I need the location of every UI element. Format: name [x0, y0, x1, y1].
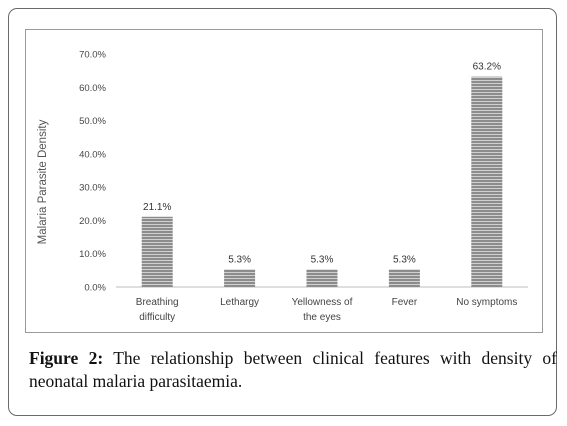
y-tick-label: 70.0%	[79, 50, 106, 61]
category-label: Fever	[392, 297, 418, 308]
category-label: the eyes	[303, 312, 341, 323]
y-axis-label: Malaria Parasite Density	[37, 119, 49, 244]
data-label: 5.3%	[393, 254, 416, 265]
bar	[471, 76, 503, 288]
y-tick-label: 60.0%	[79, 83, 106, 94]
y-tick-label: 40.0%	[79, 149, 106, 160]
chart-container: 0.0% 10.0% 20.0% 30.0% 40.0% 50.0% 60.0% 70.0% …	[25, 29, 543, 333]
y-tick-label: 20.0%	[79, 216, 106, 227]
data-label: 5.3%	[311, 254, 334, 265]
bar	[306, 269, 338, 287]
category-label: No symptoms	[456, 297, 517, 308]
bar	[388, 269, 420, 287]
category-labels-group: Breathing difficulty Lethargy Yellowness of…	[136, 297, 518, 323]
data-label: 63.2%	[473, 62, 501, 73]
bars-group	[141, 76, 503, 288]
y-axis-ticks: 0.0% 10.0% 20.0% 30.0% 40.0% 50.0% 60.0% 70.0%	[79, 50, 106, 294]
y-tick-label: 0.0%	[84, 283, 106, 294]
bar-chart: 0.0%10.0%20.0%30.0%40.0%50.0%60.0%70.0% …	[37, 50, 528, 323]
figure-frame: 0.0% 10.0% 20.0% 30.0% 40.0% 50.0% 60.0% 70.0% …	[8, 8, 557, 416]
figure-caption: Figure 2: The relationship between clini…	[29, 347, 557, 393]
caption-text: The relationship between clinical featur…	[29, 348, 557, 391]
y-tick-label: 30.0%	[79, 183, 106, 194]
bar	[224, 269, 256, 287]
category-label: Lethargy	[220, 297, 259, 308]
y-tick-label: 10.0%	[79, 249, 106, 260]
data-labels-group: 21.1% 5.3% 5.3% 5.3% 63.2%	[143, 62, 501, 266]
category-label: Yellowness of	[292, 297, 353, 308]
y-tick-label: 50.0%	[79, 116, 106, 127]
caption-figure-label: Figure 2:	[29, 348, 104, 368]
category-label: Breathing	[136, 297, 179, 308]
category-label: difficulty	[139, 312, 175, 323]
data-label: 5.3%	[228, 254, 251, 265]
data-label: 21.1%	[143, 202, 171, 213]
bar	[141, 216, 173, 287]
